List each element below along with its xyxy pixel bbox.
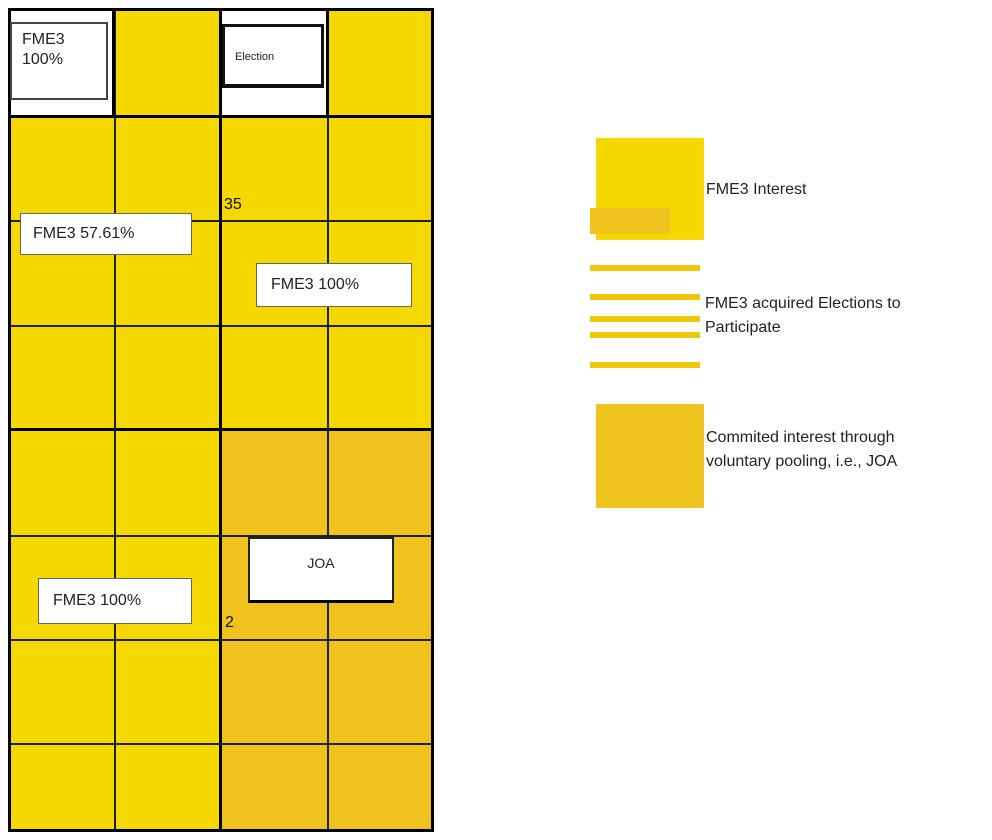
tract-cell-joa (221, 430, 328, 536)
joa-label: JOA (248, 537, 394, 603)
tract-cell-fme3 (328, 116, 432, 221)
tract-cell-joa (221, 744, 328, 830)
tract-cell-fme3 (10, 430, 115, 536)
legend-label-elections: FME3 acquired Elections to Participate (705, 292, 901, 340)
tract-cell-joa (328, 640, 432, 744)
legend-stripe (590, 265, 700, 271)
map-right-border (431, 8, 434, 832)
election-label: Election (222, 24, 324, 88)
tract-cell-fme3 (115, 10, 221, 116)
legend-stripe (590, 316, 700, 322)
top-left-tract-label-line1: FME3 (22, 31, 65, 48)
top-row-divider-left (112, 8, 115, 118)
legend-stripe (590, 332, 700, 338)
tract-cell-fme3 (221, 326, 328, 430)
map-left-border (8, 8, 11, 832)
legend-label-fme3-interest: FME3 Interest (706, 181, 807, 198)
section-35-left-tract-label: FME3 57.61% (20, 213, 192, 255)
tract-cell-joa (328, 744, 432, 830)
map-center-divider (219, 8, 222, 832)
legend-stripe (590, 362, 700, 368)
tract-cell-fme3 (328, 326, 432, 430)
legend-label-elections-line1: FME3 acquired Elections to (705, 295, 901, 312)
tract-cell-joa (221, 640, 328, 744)
tract-cell-fme3 (328, 10, 432, 116)
tract-cell-fme3 (115, 326, 221, 430)
tract-cell-fme3 (115, 640, 221, 744)
tract-cell-fme3 (10, 116, 115, 221)
legend-label-joa-line2: voluntary pooling, i.e., JOA (706, 453, 898, 470)
section-line-upper (8, 115, 434, 118)
section-number-35: 35 (224, 196, 242, 213)
legend-swatch-fme3-interest-notch (590, 208, 670, 234)
tract-cell-fme3 (115, 430, 221, 536)
tract-cell-fme3 (221, 116, 328, 221)
election-label-text: Election (235, 51, 275, 63)
legend-label-joa: Commited interest through voluntary pool… (706, 426, 897, 474)
tract-cell-fme3 (10, 744, 115, 830)
top-left-tract-label: FME3 100% (10, 22, 108, 100)
section-2-left-tract-label: FME3 100% (38, 578, 192, 624)
tract-cell-fme3 (115, 116, 221, 221)
legend-label-elections-line2: Participate (705, 319, 781, 336)
section-number-2: 2 (225, 614, 234, 631)
section-35-right-tract-label: FME3 100% (256, 263, 412, 307)
tract-cell-joa (328, 430, 432, 536)
section-line-middle (8, 428, 434, 431)
tract-cell-fme3 (10, 640, 115, 744)
legend-label-joa-line1: Commited interest through (706, 429, 895, 446)
tract-cell-fme3 (10, 326, 115, 430)
legend-swatch-joa (596, 404, 704, 508)
legend-stripe (590, 294, 700, 300)
tract-cell-fme3 (115, 744, 221, 830)
top-row-divider-right (326, 8, 329, 118)
top-left-tract-label-line2: 100% (22, 51, 63, 68)
